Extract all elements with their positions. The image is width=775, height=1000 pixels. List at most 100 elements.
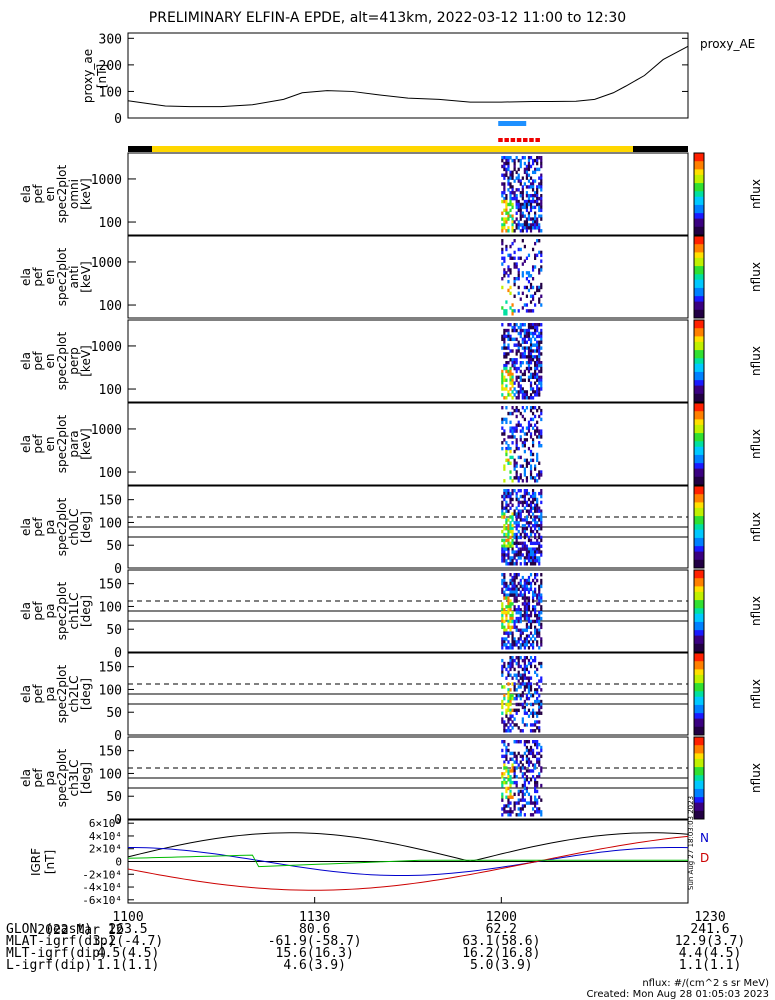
colorbar-segment — [694, 333, 704, 337]
spectrogram-cell — [534, 476, 537, 480]
spectrogram-cell — [540, 196, 543, 201]
spectrogram-cell — [513, 387, 516, 391]
spectrogram-cell — [513, 194, 516, 198]
spectrogram-cell — [525, 640, 529, 644]
spectrogram-cell — [540, 625, 543, 630]
spectrogram-cell — [503, 312, 506, 316]
spectrogram-cell — [511, 587, 514, 592]
spectrogram-cell — [501, 619, 504, 624]
spectrogram-cell — [509, 581, 512, 586]
colorbar-frame — [693, 485, 705, 569]
spectrogram-cell — [513, 366, 516, 371]
spectrogram-cell — [534, 553, 537, 557]
spectrogram-cell — [517, 220, 520, 224]
spectrogram-cell — [509, 271, 512, 275]
spectrogram-cell — [540, 581, 543, 586]
spectrogram-cell — [521, 754, 524, 759]
colorbar-segment — [694, 643, 704, 647]
colorbar-segment — [694, 202, 704, 206]
spectrogram-cell — [511, 631, 514, 635]
spectrogram-cell — [529, 470, 533, 474]
spectrogram-cell — [521, 239, 524, 243]
spectrogram-cell — [540, 573, 543, 577]
spectrogram-cell — [531, 801, 535, 805]
panel-ylabel: spec2plot — [55, 164, 69, 223]
spectrogram-cell — [515, 673, 518, 677]
spectrogram-cell — [519, 512, 522, 516]
spectrogram-cell — [538, 369, 541, 374]
spectrogram-cell — [523, 390, 526, 394]
spectrogram-cell — [515, 328, 518, 333]
spectrogram-cell — [507, 524, 510, 528]
spectrogram-cell — [540, 199, 543, 204]
spectrogram-cell — [511, 196, 514, 201]
spectrogram-cell — [503, 185, 506, 189]
spectrogram-cell — [519, 328, 522, 333]
spectrogram-cell — [513, 754, 516, 759]
spectrogram-cell — [534, 656, 537, 660]
spectrogram-cell — [509, 673, 512, 677]
spectrogram-cell — [525, 676, 529, 680]
spectrogram-cell — [521, 202, 524, 207]
spectrogram-cell — [511, 619, 514, 624]
colorbar-segment — [694, 358, 704, 362]
colorbar-segment — [694, 778, 704, 782]
spectrogram-cell — [517, 619, 520, 624]
spectrogram-cell — [517, 807, 520, 811]
spectrogram-cell — [505, 646, 508, 650]
spectrogram-cell — [503, 763, 506, 767]
spectrogram-cell — [509, 214, 512, 218]
spectrogram-cell — [523, 751, 526, 756]
spectrogram-cell — [534, 429, 537, 433]
spectrogram-cell — [523, 780, 526, 785]
spectrogram-cell — [531, 372, 535, 377]
spectrogram-cell — [531, 807, 535, 811]
spectrogram-cell — [515, 544, 518, 548]
spectrogram-cell — [513, 256, 516, 260]
spectrogram-cell — [527, 355, 531, 359]
pa-tick-label: 100 — [99, 767, 122, 782]
panel-ylabel: [deg] — [79, 595, 93, 627]
colorbar-segment — [694, 277, 704, 281]
colorbar-segment — [694, 408, 704, 412]
spectrogram-cell — [527, 792, 531, 797]
spectrogram-cell — [531, 297, 535, 301]
spectrogram-cell — [501, 494, 504, 499]
colorbar-segment — [694, 788, 704, 793]
footer-value: 16.2(16.8) — [462, 946, 540, 961]
colorbar-segment — [694, 578, 704, 582]
spectrogram-cell — [529, 611, 533, 615]
spectrogram-cell — [538, 393, 541, 397]
spectrogram-cell — [521, 328, 524, 333]
spectrogram-cell — [507, 562, 510, 566]
spectrogram-cell — [534, 611, 537, 615]
spectrogram-cell — [515, 170, 518, 175]
spectrogram-cell — [503, 432, 506, 436]
colorbar-segment — [694, 224, 704, 228]
spectrogram-cell — [515, 217, 518, 221]
spectrogram-cell — [521, 541, 524, 546]
spectrogram-cell — [513, 325, 516, 330]
spectrogram-cell — [519, 194, 522, 198]
spectrogram-cell — [519, 161, 522, 166]
colorbar-segment — [694, 350, 704, 354]
spectrogram-cell — [525, 500, 529, 505]
spectrogram-cell — [540, 640, 543, 644]
spectrogram-cell — [521, 643, 524, 647]
spectrogram-cell — [534, 581, 537, 586]
spectrogram-cell — [505, 631, 508, 635]
spectrogram-cell — [509, 461, 512, 465]
spectrogram-cell — [531, 247, 535, 252]
pa-tick-label: 0 — [114, 646, 122, 661]
spectrogram-cell — [519, 613, 522, 618]
spectrogram-cell — [536, 720, 539, 724]
colorbar-segment — [694, 339, 704, 343]
igrf-tick-label: 6×10⁴ — [89, 817, 122, 830]
spectrogram-cell — [536, 387, 539, 391]
spectrogram-cell — [529, 500, 533, 505]
colorbar-segment — [694, 669, 704, 673]
spectrogram-cell — [534, 593, 537, 597]
spectrogram-cell — [501, 581, 504, 586]
spectrogram-cell — [515, 661, 518, 666]
spectrogram-cell — [523, 226, 526, 230]
